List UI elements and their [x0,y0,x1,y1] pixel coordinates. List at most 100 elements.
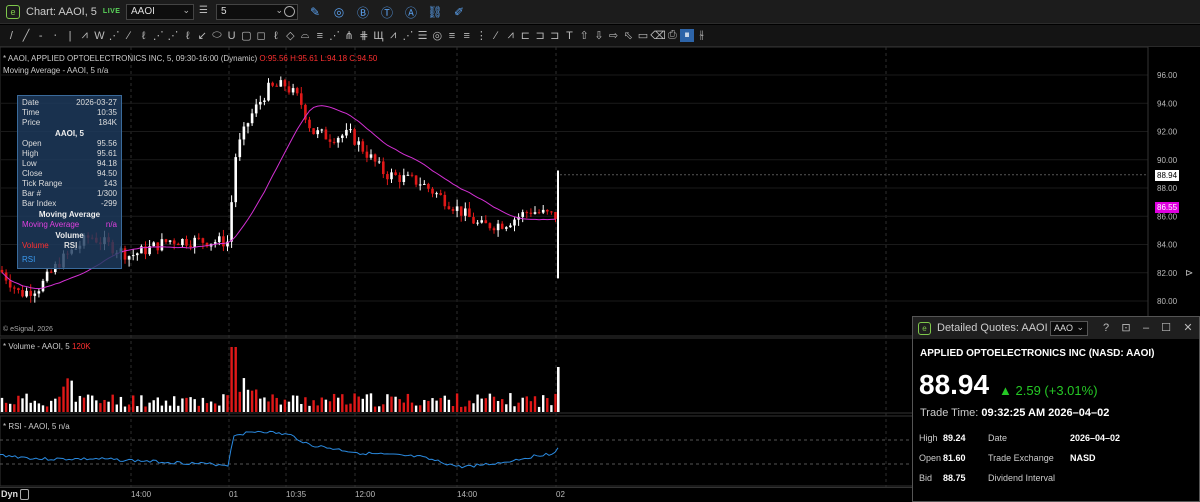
drawing-tool-30-icon[interactable]: ≡ [448,29,456,42]
chevron-down-icon[interactable]: ⌄ [182,5,190,15]
drawing-tool-36-icon[interactable]: ⊐ [535,30,545,42]
minimize-icon[interactable]: – [1142,322,1150,334]
pencil-icon[interactable]: ✎ [309,5,321,19]
drawing-tool-25-icon[interactable]: Щ [373,29,384,42]
drawing-tool-32-icon[interactable]: ⋮ [475,30,487,42]
maximize-icon[interactable]: ☐ [1161,322,1171,334]
buy-icon[interactable]: Ⓑ [356,5,369,20]
candle-body [406,174,410,176]
drawing-tool-45-icon[interactable]: ⎙ [667,29,677,41]
volume-bar [107,401,110,412]
drawing-tool-10-icon[interactable]: ⋰ [152,30,164,42]
drawing-tool-18-icon[interactable]: ℓ [273,29,278,42]
drawing-tool-9-icon[interactable]: ℓ [141,29,146,42]
drawing-tool-38-icon[interactable]: T [566,29,573,42]
drawing-tool-43-icon[interactable]: ▭ [637,30,649,42]
dynamic-label[interactable]: Dyn [1,489,19,499]
drawing-tool-19-icon[interactable]: ◇ [286,30,295,42]
volume-bar [99,403,102,412]
volume-bar [492,396,496,412]
drawing-tool-2-icon[interactable]: - [38,29,43,42]
quotes-field-label: Date [988,433,1008,443]
volume-bar [300,403,303,412]
drawing-tool-29-icon[interactable]: ◎ [432,30,443,42]
drawing-tool-40-icon[interactable]: ⇩ [594,30,604,42]
drawing-tool-5-icon[interactable]: ⩘ [81,29,88,41]
drawing-tool-41-icon[interactable]: ⇨ [608,30,619,42]
drawing-tool-15-icon[interactable]: U [227,29,236,42]
drawing-tool-44-icon[interactable]: ⌫ [650,30,666,42]
help-icon[interactable]: ? [1102,322,1110,334]
trade-icon[interactable]: Ⓣ [380,5,393,20]
drawing-tool-24-icon[interactable]: ⋕ [359,30,369,42]
candle-body [488,223,492,229]
candle-body [263,100,266,102]
drawing-tool-23-icon[interactable]: ⋔ [344,30,354,42]
cycle-icon[interactable]: ◎ [333,5,345,19]
drawing-tool-13-icon[interactable]: ↙ [197,30,207,42]
quotes-symbol-input[interactable]: AAO ⌄ [1050,321,1088,336]
drawing-tool-14-icon[interactable]: ⬭ [212,29,222,41]
layout-icon[interactable]: ⊡ [1121,322,1131,334]
clock-icon[interactable] [284,6,295,17]
alert-icon[interactable]: Ⓐ [404,5,417,20]
volume-bar [185,397,188,412]
volume-bar [234,347,237,412]
drawing-tool-16-icon[interactable]: ▢ [241,30,252,42]
drawing-tool-27-icon[interactable]: ⋰ [402,30,414,42]
info-row: Price 184K [22,118,117,128]
volume-bar [291,395,295,412]
volume-bar [554,393,557,412]
drawing-tool-7-icon[interactable]: ⋰ [108,30,120,42]
candle-body [283,80,287,87]
volume-bar [451,406,455,412]
drawing-tool-37-icon[interactable]: ⊐ [550,30,560,42]
close-icon[interactable]: ✕ [1183,322,1193,334]
candle-body [226,241,229,247]
volume-bar [308,405,311,412]
drawing-tool-33-icon[interactable]: ∕ [495,29,497,42]
drawing-tool-22-icon[interactable]: ⋰ [328,30,340,42]
drawing-tool-39-icon[interactable]: ⇧ [579,30,589,42]
drawing-tool-1-icon[interactable]: ╱ [22,30,30,42]
drawing-tool-34-icon[interactable]: ⩘ [507,29,514,41]
drawing-tool-28-icon[interactable]: ☰ [417,30,428,42]
drawing-tool-4-icon[interactable]: | [68,29,72,42]
candle-body [541,209,545,213]
drawing-tool-17-icon[interactable]: ◻ [256,30,266,42]
drawing-tool-26-icon[interactable]: ⩘ [390,29,397,41]
volume-bar [271,394,274,412]
menu-icon[interactable]: ☰ [199,5,208,16]
symbol-input[interactable]: AAOI ⌄ [126,4,194,20]
interval-input[interactable]: 5 ⌄ [216,4,298,20]
calendar-icon[interactable] [20,489,29,500]
drawing-tool-12-icon[interactable]: ℓ [185,29,190,42]
candle-body [505,227,508,229]
chevron-down-icon[interactable]: ⌄ [275,5,283,15]
candle-body [242,126,246,140]
candle-body [336,137,340,143]
candle-body [300,93,303,105]
drawing-tool-3-icon[interactable]: ⋅ [53,30,58,42]
chevron-down-icon[interactable]: ⌄ [1076,322,1084,332]
drawing-tool-20-icon[interactable]: ⌓ [300,29,310,41]
drawing-tool-42-icon[interactable]: ⬁ [623,30,633,42]
drawing-tool-0-icon[interactable]: / [9,29,13,42]
edit-note-icon[interactable]: ✐ [453,5,465,19]
info-row-value: 184K [98,118,117,127]
drawing-tool-8-icon[interactable]: ∕ [127,29,130,42]
drawing-tool-11-icon[interactable]: ⋰ [167,30,179,42]
link-icon[interactable]: ⛓ [427,5,443,19]
drawing-tool-6-icon[interactable]: W [94,29,105,42]
scroll-right-icon[interactable]: ⊳ [1185,268,1194,279]
drawing-tool-35-icon[interactable]: ⊏ [520,30,531,42]
volume-bar [406,393,410,412]
info-row: Tick Range 143 [22,179,117,189]
drawing-tool-46-icon[interactable]: ⏸ [679,29,695,42]
drawing-tool-21-icon[interactable]: ≡ [316,29,323,42]
candle-body [29,290,32,296]
drawing-tool-31-icon[interactable]: ≡ [463,29,470,42]
quotes-row: Bid 88.75 Dividend Interval [919,468,1195,488]
drawing-tool-47-icon[interactable]: ⫳ [699,29,704,41]
volume-bar [542,395,545,412]
